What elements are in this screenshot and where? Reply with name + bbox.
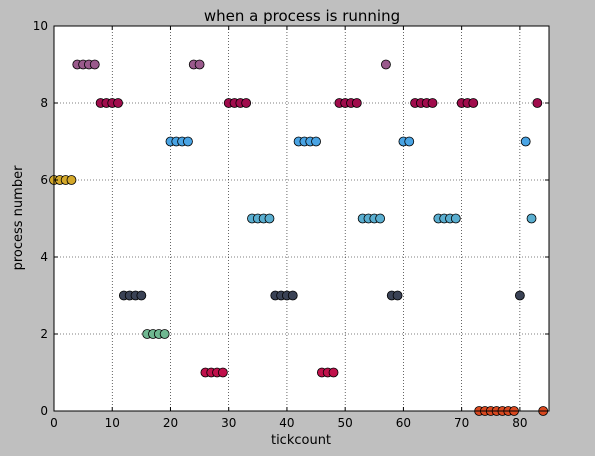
data-point	[311, 136, 321, 147]
x-tick-label: 0	[50, 416, 58, 430]
x-tick-label: 70	[454, 416, 469, 430]
data-point	[66, 175, 77, 185]
y-tick-label: 2	[40, 327, 48, 341]
x-axis-title: tickcount	[271, 433, 331, 448]
axis-ticks: 0 10 20 30 40 50 60 70 80 0 2 4 6 8 10	[33, 19, 549, 430]
data-point	[526, 213, 537, 224]
data-point	[532, 98, 543, 108]
data-point	[520, 136, 531, 147]
data-point	[404, 136, 415, 147]
data-point	[375, 213, 386, 224]
data-point	[217, 367, 228, 378]
data-point	[381, 59, 391, 70]
grid	[54, 26, 549, 411]
data-point	[514, 290, 525, 301]
y-tick-label: 10	[33, 19, 48, 33]
x-tick-label: 40	[279, 416, 294, 430]
y-axis-title: process number	[11, 165, 26, 270]
x-tick-label: 60	[396, 416, 411, 430]
y-tick-label: 6	[40, 173, 48, 187]
data-point	[183, 136, 193, 147]
data-point	[159, 329, 170, 339]
data-point	[264, 213, 275, 224]
data-point	[392, 290, 403, 301]
x-tick-label: 10	[105, 416, 120, 430]
y-tick-label: 0	[40, 404, 48, 418]
data-point	[328, 367, 339, 378]
y-tick-label: 8	[40, 96, 48, 110]
x-tick-label: 50	[338, 416, 353, 430]
x-tick-label: 30	[221, 416, 236, 430]
plot-frame	[53, 25, 550, 412]
x-tick-label: 80	[512, 416, 527, 430]
data-point	[89, 59, 100, 70]
data-point	[194, 59, 205, 70]
data-point	[287, 290, 298, 301]
data-point	[427, 98, 438, 108]
data-point	[468, 98, 479, 108]
chart-title: when a process is running	[204, 7, 400, 25]
data-point	[351, 98, 362, 108]
y-tick-label: 4	[40, 250, 48, 264]
data-point	[113, 98, 123, 108]
data-point	[241, 98, 252, 108]
data-point	[136, 290, 147, 301]
plot-area	[54, 26, 549, 411]
data-point	[450, 213, 461, 224]
x-tick-label: 20	[163, 416, 178, 430]
